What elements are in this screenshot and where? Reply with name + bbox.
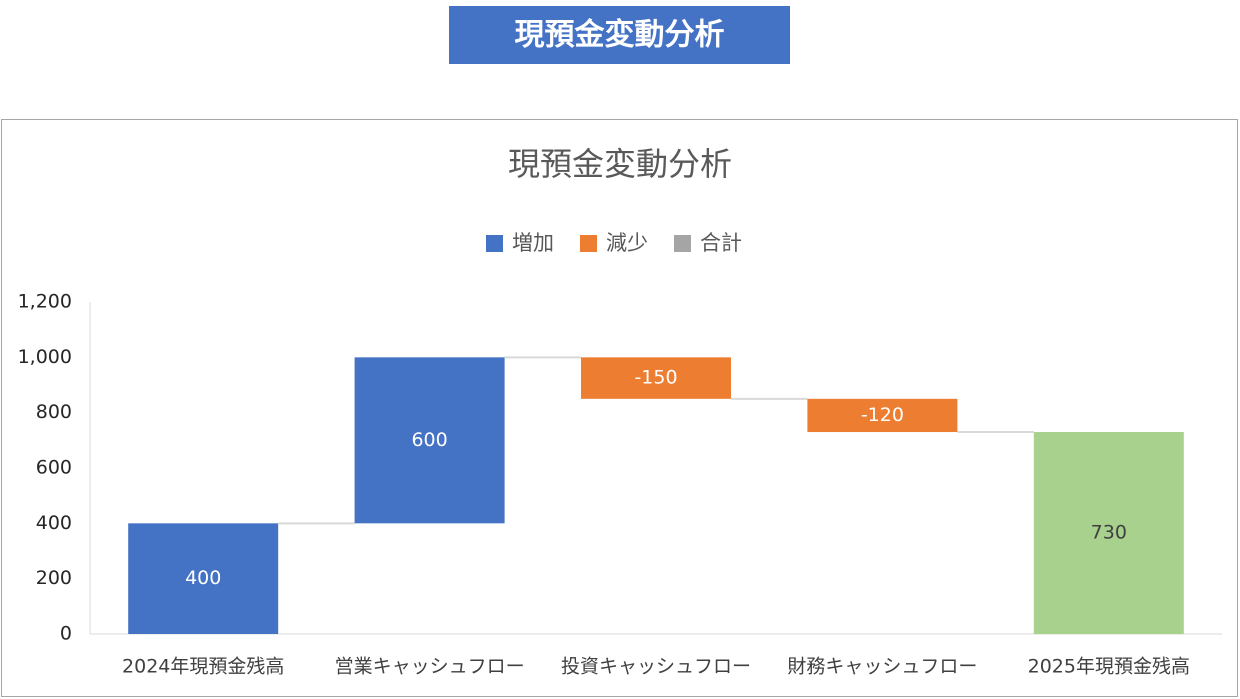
legend-swatch [674,235,691,252]
legend-label: 増加 [512,231,554,255]
y-tick-label: 1,000 [18,346,72,368]
x-tick-label: 営業キャッシュフロー [335,656,525,678]
data-label: -120 [861,404,904,426]
x-tick-label: 2024年現預金残高 [122,656,284,678]
x-tick-label: 投資キャッシュフロー [561,656,751,678]
bar [581,357,731,399]
data-label: 600 [411,429,447,451]
chart-title: 現預金変動分析 [508,145,732,183]
y-tick-label: 800 [36,401,72,423]
y-tick-label: 400 [36,512,72,534]
y-tick-label: 1,200 [18,291,72,313]
x-tick-label: 財務キャッシュフロー [787,656,977,678]
bar [1033,432,1184,634]
bar [128,523,279,634]
data-label: 730 [1091,522,1127,544]
header-title: 現預金変動分析 [515,18,725,53]
legend-label: 減少 [606,231,648,255]
x-tick-label: 2025年現預金残高 [1028,656,1190,678]
y-tick-label: 600 [36,457,72,479]
legend-label: 合計 [700,231,742,255]
legend-swatch [580,235,597,252]
legend-swatch [486,235,503,252]
bar [807,398,958,433]
data-label: 400 [185,567,221,589]
y-tick-label: 0 [60,623,72,645]
bar [354,357,505,524]
data-label: -150 [634,367,677,389]
header-banner [449,6,790,64]
y-tick-label: 200 [36,567,72,589]
